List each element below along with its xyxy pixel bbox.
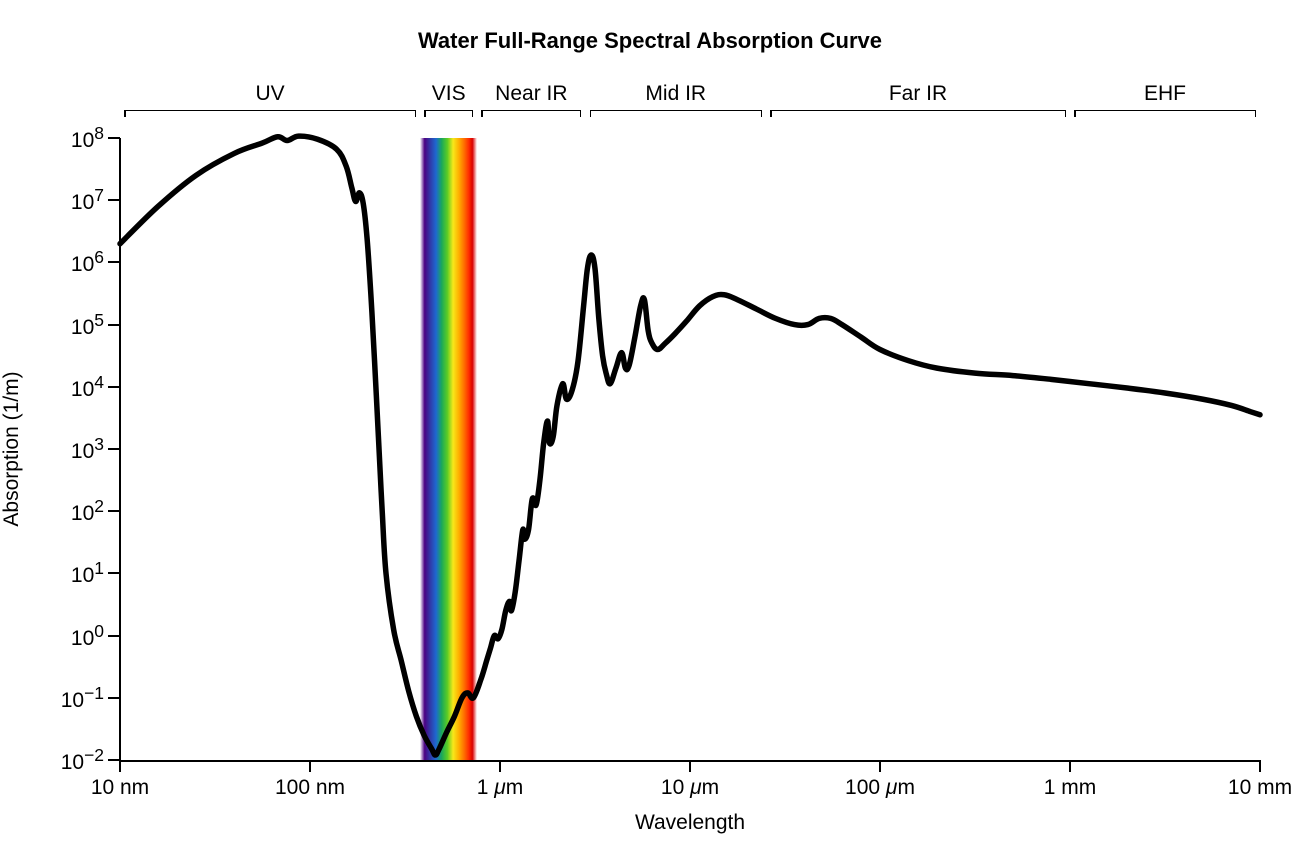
y-tick-label: 102: [71, 496, 104, 526]
y-tick-label: 104: [71, 372, 104, 402]
y-tick-mark: [108, 448, 120, 450]
band-bracket: [481, 110, 581, 117]
y-axis-title: Absorption (1/m): [0, 371, 24, 526]
y-tick-mark: [108, 137, 120, 139]
x-tick-mark: [1259, 760, 1261, 772]
band-bracket: [770, 110, 1066, 117]
y-tick-mark: [108, 697, 120, 699]
x-tick-label: 100 μm: [845, 776, 915, 800]
band-label: Near IR: [495, 82, 567, 106]
x-tick-label: 10 μm: [661, 776, 719, 800]
y-tick-label: 105: [71, 310, 104, 340]
band-bracket: [590, 110, 763, 117]
band-label: VIS: [432, 82, 466, 106]
band-label: UV: [256, 82, 285, 106]
x-axis-title: Wavelength: [635, 811, 745, 835]
absorption-curve: [120, 138, 1260, 760]
x-tick-mark: [879, 760, 881, 772]
y-tick-mark: [108, 199, 120, 201]
y-tick-label: 100: [71, 621, 104, 651]
x-tick-mark: [499, 760, 501, 772]
y-tick-label: 108: [71, 123, 104, 153]
y-tick-mark: [108, 261, 120, 263]
plot-area: [120, 138, 1260, 760]
band-label: Far IR: [889, 82, 947, 106]
x-tick-label: 10 nm: [91, 776, 149, 800]
y-tick-label: 106: [71, 247, 104, 277]
x-tick-mark: [689, 760, 691, 772]
y-tick-label: 107: [71, 185, 104, 215]
x-tick-mark: [309, 760, 311, 772]
band-label: EHF: [1144, 82, 1186, 106]
band-bracket: [1074, 110, 1256, 117]
x-tick-label: 10 mm: [1228, 776, 1292, 800]
y-tick-label: 103: [71, 434, 104, 464]
y-tick-label: 10−2: [61, 745, 104, 775]
band-bracket: [124, 110, 416, 117]
y-tick-mark: [108, 635, 120, 637]
chart-title: Water Full-Range Spectral Absorption Cur…: [0, 28, 1300, 54]
y-tick-mark: [108, 386, 120, 388]
x-tick-label: 1 μm: [477, 776, 524, 800]
x-tick-label: 1 mm: [1044, 776, 1097, 800]
y-tick-mark: [108, 572, 120, 574]
x-tick-mark: [119, 760, 121, 772]
y-tick-mark: [108, 510, 120, 512]
y-tick-label: 10−1: [61, 683, 104, 713]
y-tick-mark: [108, 324, 120, 326]
band-label: Mid IR: [645, 82, 706, 106]
x-tick-label: 100 nm: [275, 776, 345, 800]
band-bracket: [424, 110, 473, 117]
y-tick-label: 101: [71, 558, 104, 588]
x-tick-mark: [1069, 760, 1071, 772]
